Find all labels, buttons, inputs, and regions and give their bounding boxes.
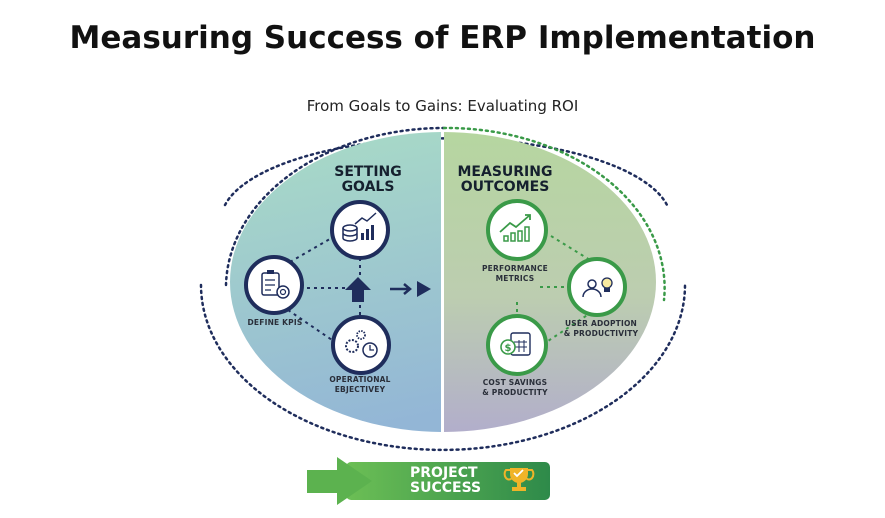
performance-metrics-label: PERFORMANCE METRICS [481, 264, 549, 283]
project-success-banner [307, 457, 550, 505]
arrow-right-icon [390, 283, 412, 295]
clipboard-target-icon [244, 255, 304, 315]
operational-objective-label: OPERATIONAL EBJECTIVEY [329, 375, 391, 394]
outer-ring-bottom [199, 283, 687, 452]
define-kpis-label: DEFINE KPIS [247, 318, 303, 327]
subtitle: From Goals to Gains: Evaluating ROI [306, 97, 579, 115]
dollar-calculator-icon: $ [486, 314, 548, 376]
outer-ring-left [224, 126, 446, 287]
database-chart-icon [330, 200, 390, 260]
gears-clock-icon [331, 315, 391, 375]
user-adoption-label: USER ADOPTION & PRODUCTIVITY [563, 319, 639, 338]
measuring-outcomes-heading: MEASURING OUTCOMES [457, 164, 553, 195]
setting-goals-heading: SETTING GOALS [334, 164, 402, 195]
triangle-right-icon [417, 281, 431, 297]
trophy-icon [503, 468, 535, 491]
project-success-label: PROJECT SUCCESS [410, 465, 482, 496]
growth-chart-icon [486, 199, 548, 261]
outer-ring-top [223, 137, 669, 207]
user-lightbulb-icon [567, 257, 627, 317]
page-title: Measuring Success of ERP Implementation [69, 20, 816, 56]
svg-text:$: $ [505, 343, 512, 354]
cost-savings-label: COST SAVINGS & PRODUCTITY [482, 378, 548, 397]
arrow-up-icon [345, 277, 371, 302]
